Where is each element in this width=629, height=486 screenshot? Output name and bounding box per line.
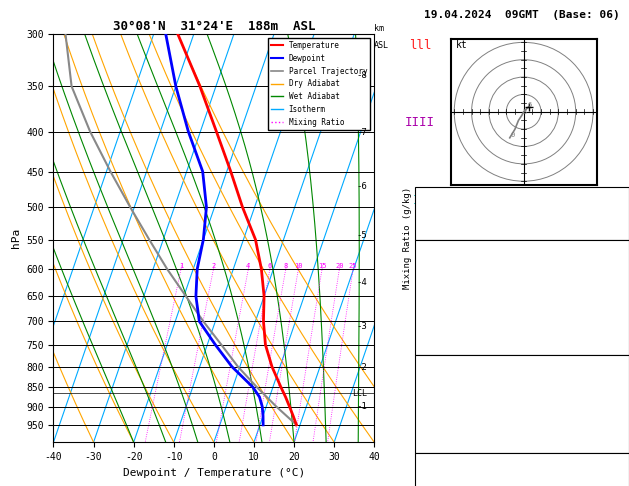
Text: 993: 993 — [608, 375, 626, 385]
Text: 1: 1 — [179, 263, 183, 269]
Text: -2: -2 — [356, 363, 367, 372]
Text: 4: 4 — [246, 263, 250, 269]
Text: © weatheronline.co.uk: © weatheronline.co.uk — [460, 469, 584, 480]
Text: 0: 0 — [620, 325, 626, 335]
Text: -12: -12 — [608, 192, 626, 203]
X-axis label: Dewpoint / Temperature (°C): Dewpoint / Temperature (°C) — [123, 468, 305, 478]
Text: -1: -1 — [356, 402, 367, 411]
Text: 19.04.2024  09GMT  (Base: 06): 19.04.2024 09GMT (Base: 06) — [424, 10, 620, 19]
Title: 30°08'N  31°24'E  188m  ASL: 30°08'N 31°24'E 188m ASL — [113, 20, 315, 33]
Text: CAPE (J): CAPE (J) — [421, 325, 469, 335]
Text: 31: 31 — [614, 208, 626, 219]
Text: 0: 0 — [620, 341, 626, 351]
Text: EH: EH — [421, 474, 433, 484]
Text: ‹: ‹ — [416, 295, 423, 308]
Text: θe (K): θe (K) — [421, 391, 457, 401]
Text: Totals Totals: Totals Totals — [421, 208, 498, 219]
Text: 8: 8 — [620, 407, 626, 417]
Text: <: < — [416, 356, 423, 369]
Text: Most Unstable: Most Unstable — [484, 359, 560, 369]
Text: Surface: Surface — [501, 244, 543, 255]
Text: 0: 0 — [620, 439, 626, 450]
Text: 25: 25 — [349, 263, 357, 269]
Text: -7: -7 — [356, 128, 367, 137]
Text: -4: -4 — [356, 278, 367, 287]
Text: K: K — [421, 192, 427, 203]
Text: Lifted Index: Lifted Index — [421, 407, 492, 417]
Text: CAPE (J): CAPE (J) — [421, 423, 469, 434]
Text: Lifted Index: Lifted Index — [421, 309, 492, 319]
Text: -26: -26 — [608, 474, 626, 484]
Text: 316: 316 — [608, 293, 626, 303]
Text: 6: 6 — [268, 263, 272, 269]
Text: -3: -3 — [356, 322, 367, 330]
Text: 1.15: 1.15 — [603, 225, 626, 235]
Y-axis label: hPa: hPa — [11, 228, 21, 248]
Text: θe(K): θe(K) — [421, 293, 451, 303]
Text: 0: 0 — [511, 132, 515, 138]
Text: 3: 3 — [523, 109, 527, 115]
Text: 2: 2 — [211, 263, 216, 269]
Text: Il: Il — [413, 194, 427, 207]
Text: km: km — [374, 24, 384, 33]
Text: kt: kt — [456, 39, 468, 50]
Text: 316: 316 — [608, 391, 626, 401]
Text: CIN (J): CIN (J) — [421, 439, 462, 450]
Text: IIII: IIII — [405, 117, 435, 129]
Text: 15: 15 — [318, 263, 326, 269]
Text: -5: -5 — [356, 231, 367, 241]
Text: LCL: LCL — [352, 389, 367, 398]
Text: lll: lll — [409, 39, 431, 52]
Text: Temp (°C): Temp (°C) — [421, 260, 474, 271]
Legend: Temperature, Dewpoint, Parcel Trajectory, Dry Adiabat, Wet Adiabat, Isotherm, Mi: Temperature, Dewpoint, Parcel Trajectory… — [268, 38, 370, 130]
Text: ‹: ‹ — [416, 384, 423, 398]
Text: Dewp (°C): Dewp (°C) — [421, 277, 474, 287]
Text: Hodograph: Hodograph — [496, 458, 548, 468]
Text: 10: 10 — [294, 263, 303, 269]
Text: -6: -6 — [356, 182, 367, 191]
Text: Mixing Ratio (g/kg): Mixing Ratio (g/kg) — [403, 187, 412, 289]
Text: |: | — [416, 418, 423, 432]
Text: ASL: ASL — [374, 41, 389, 50]
Text: 19.1: 19.1 — [603, 260, 626, 271]
Text: Pressure (mb): Pressure (mb) — [421, 375, 498, 385]
Text: 20: 20 — [335, 263, 343, 269]
Text: CIN (J): CIN (J) — [421, 341, 462, 351]
Text: -8: -8 — [356, 71, 367, 80]
Text: PW (cm): PW (cm) — [421, 225, 462, 235]
Text: 10.8: 10.8 — [603, 277, 626, 287]
Text: 8: 8 — [284, 263, 288, 269]
Text: 6: 6 — [528, 103, 532, 108]
Text: 8: 8 — [620, 309, 626, 319]
Text: 0: 0 — [620, 423, 626, 434]
